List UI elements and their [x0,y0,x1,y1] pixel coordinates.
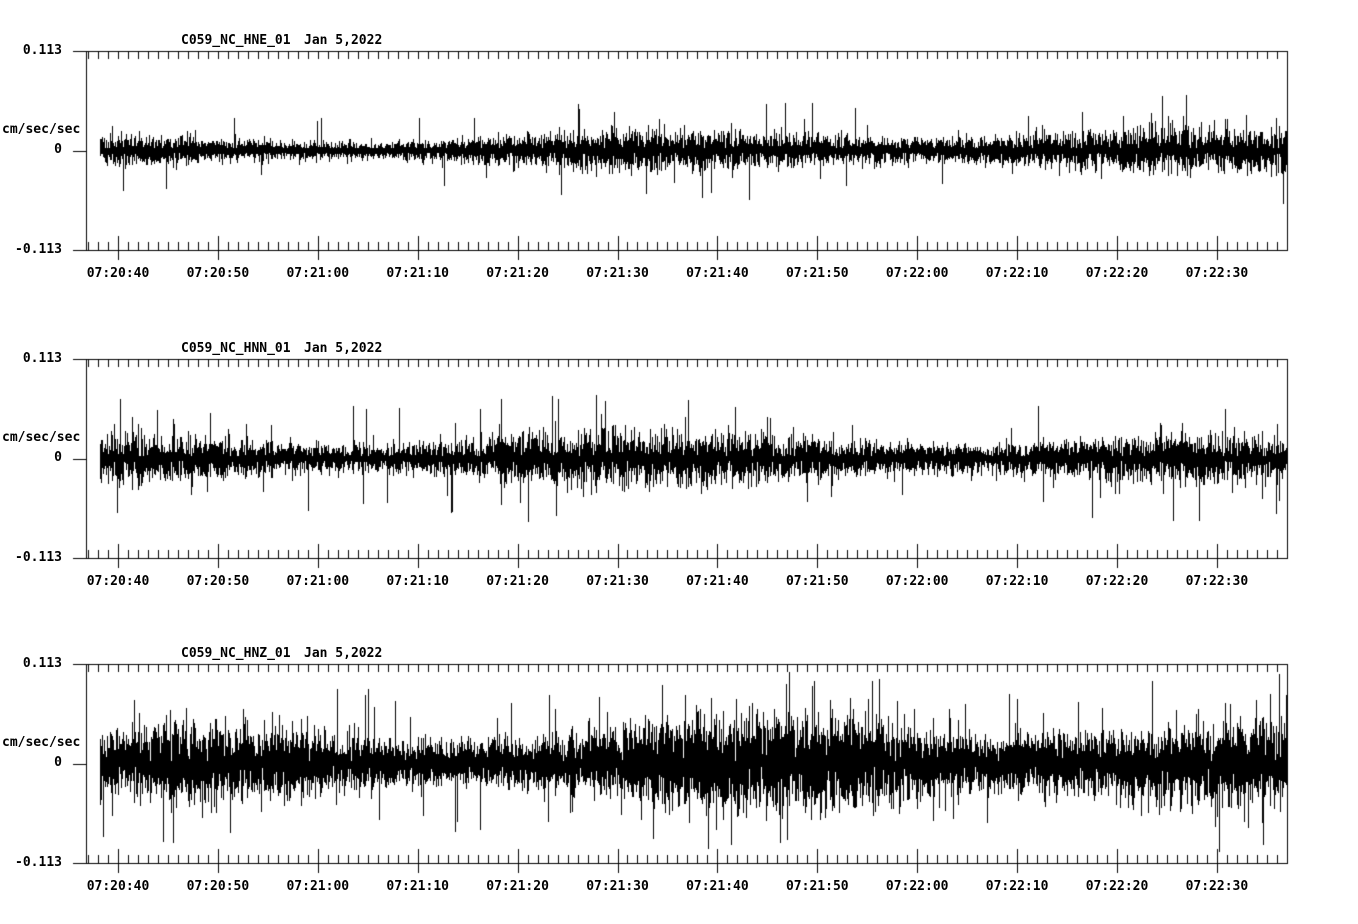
x-tick-label: 07:21:50 [785,879,849,894]
x-tick-label: 07:20:50 [186,574,250,589]
x-tick-label: 07:22:00 [885,879,949,894]
trace-date: Jan 5,2022 [304,341,383,356]
x-tick-label: 07:20:40 [86,266,150,281]
y-zero-label: 0 [54,142,62,157]
x-tick-label: 07:21:30 [586,266,649,281]
y-min-label: -0.113 [15,550,62,565]
x-tick-label: 07:22:30 [1185,266,1249,281]
trace-title: C059_NC_HNZ_01 [181,646,291,661]
trace-title: C059_NC_HNE_01 [181,33,291,48]
x-tick-label: 07:21:40 [686,266,749,281]
x-tick-label: 07:22:20 [1085,574,1149,589]
x-tick-label: 07:22:10 [985,266,1049,281]
x-tick-label: 07:21:00 [286,879,350,894]
x-tick-label: 07:22:10 [985,574,1049,589]
x-tick-label: 07:21:20 [486,574,549,589]
x-tick-label: 07:20:50 [186,266,250,281]
x-tick-label: 07:22:00 [885,574,949,589]
x-tick-label: 07:21:20 [486,879,549,894]
trace-date: Jan 5,2022 [304,33,383,48]
x-tick-label: 07:21:50 [785,574,849,589]
x-tick-label: 07:21:20 [486,266,549,281]
y-max-label: 0.113 [22,656,62,671]
y-max-label: 0.113 [22,351,62,366]
x-tick-label: 07:21:30 [586,879,649,894]
x-tick-label: 07:22:00 [885,266,949,281]
y-max-label: 0.113 [22,43,62,58]
y-zero-label: 0 [54,450,62,465]
y-axis-units: cm/sec/sec [2,735,81,750]
x-tick-label: 07:21:40 [686,574,749,589]
trace-title: C059_NC_HNN_01 [181,341,291,356]
y-min-label: -0.113 [15,242,62,257]
x-tick-label: 07:20:40 [86,879,150,894]
x-tick-label: 07:21:10 [386,879,449,894]
x-tick-label: 07:21:00 [286,266,350,281]
x-tick-label: 07:20:40 [86,574,150,589]
x-tick-label: 07:22:20 [1085,879,1149,894]
x-tick-label: 07:21:10 [386,574,449,589]
x-tick-label: 07:22:30 [1185,574,1249,589]
x-tick-label: 07:22:10 [985,879,1049,894]
y-zero-label: 0 [54,755,62,770]
y-axis-units: cm/sec/sec [2,122,81,137]
x-tick-label: 07:21:10 [386,266,449,281]
x-tick-label: 07:21:40 [686,879,749,894]
x-tick-label: 07:22:20 [1085,266,1149,281]
x-tick-label: 07:20:50 [186,879,250,894]
x-tick-label: 07:21:00 [286,574,350,589]
x-tick-label: 07:21:50 [785,266,849,281]
y-axis-units: cm/sec/sec [2,430,81,445]
trace-date: Jan 5,2022 [304,646,383,661]
x-tick-label: 07:21:30 [586,574,649,589]
y-min-label: -0.113 [15,855,62,870]
x-tick-label: 07:22:30 [1185,879,1249,894]
